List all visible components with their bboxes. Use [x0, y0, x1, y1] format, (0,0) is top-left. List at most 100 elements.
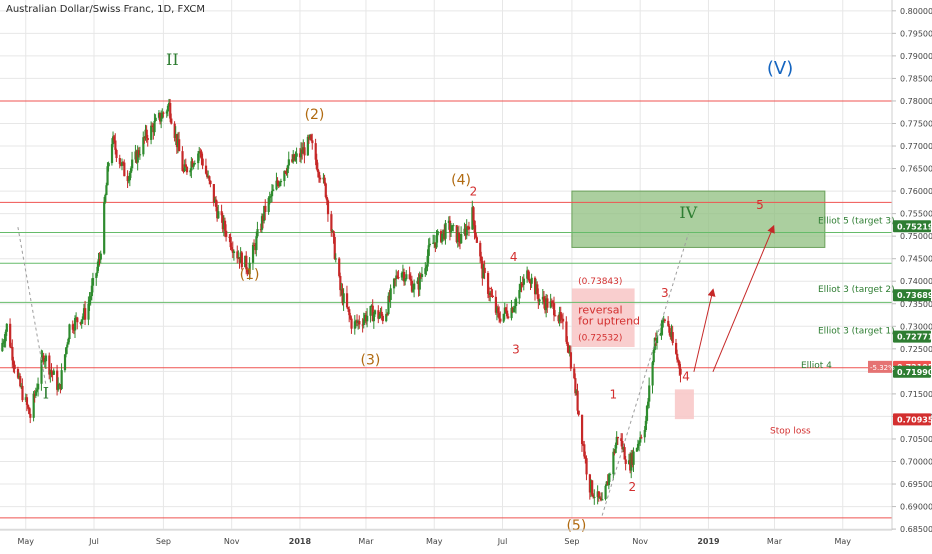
candle-body: [276, 180, 279, 184]
price-axis: 0.80000 0.79500 0.79000 0.78500 0.78000 0.775…: [891, 0, 932, 534]
candle-body: [303, 147, 306, 156]
candle-body: [358, 321, 361, 325]
candle-body: [263, 205, 266, 221]
price-tick-label: 0.76000: [900, 187, 932, 196]
candle-body: [231, 249, 234, 253]
candle-body: [605, 481, 608, 486]
candle-body: [389, 288, 392, 300]
candle-body: [230, 247, 233, 250]
candle-body: [330, 214, 333, 232]
candle-body: [71, 324, 74, 330]
candle-body: [183, 164, 186, 172]
candle-body: [671, 332, 674, 343]
candle-body: [76, 317, 79, 323]
price-tag-text: 0.75219: [897, 222, 932, 231]
candle-body: [292, 154, 295, 162]
candle-body: [123, 162, 126, 177]
candle-body: [272, 189, 275, 191]
candle-body: [350, 318, 353, 329]
candle-body: [416, 280, 419, 284]
candle-body: [162, 112, 165, 114]
candle-body: [63, 354, 67, 371]
candle-body: [566, 341, 569, 346]
price-tick-label: 0.73500: [900, 300, 932, 309]
change-badge: -5.32%: [868, 360, 895, 373]
candle-body: [663, 319, 667, 321]
candle-body: [223, 220, 227, 231]
candle-body: [568, 352, 571, 354]
candle-body: [99, 253, 102, 260]
candle-body: [629, 460, 632, 471]
candle-body: [340, 289, 343, 291]
candle-body: [361, 324, 364, 326]
price-tick-label: 0.79000: [900, 52, 932, 61]
candle-body: [115, 149, 118, 159]
price-tick-label: 0.79500: [900, 29, 932, 38]
candle-body: [647, 401, 650, 406]
candle-body: [648, 385, 651, 402]
candle-body: [526, 270, 529, 279]
candle-body: [561, 318, 565, 322]
candle-body: [400, 273, 403, 278]
candle-body: [544, 302, 547, 311]
candle-body: [580, 414, 584, 445]
price-tag-text: 0.73689: [897, 291, 932, 300]
candle-body: [486, 273, 490, 294]
candle-body: [341, 289, 344, 304]
candle-body: [201, 158, 204, 166]
candle-body: [150, 125, 153, 140]
candle-body: [166, 105, 170, 112]
candle-body: [394, 278, 397, 280]
candle-body: [502, 313, 505, 322]
candle-body: [479, 242, 482, 257]
candle-body: [546, 298, 549, 308]
candle-body: [221, 215, 224, 230]
candle-body: [439, 231, 443, 242]
candle-body: [42, 355, 45, 362]
candle-body: [615, 436, 618, 445]
candle-body: [409, 278, 412, 281]
candle-body: [405, 274, 408, 280]
candle-body: [20, 385, 23, 387]
candle-body: [229, 236, 232, 248]
candle-body: [339, 275, 342, 291]
candle-body: [110, 144, 114, 164]
candle-body: [395, 275, 398, 280]
candle-body: [197, 153, 200, 164]
candle-body: [357, 321, 360, 323]
candle-body: [34, 391, 38, 396]
candle-body: [460, 234, 463, 244]
candle-body: [591, 480, 594, 495]
candle-body: [324, 183, 327, 198]
candle-body: [175, 133, 179, 148]
candle-body: [237, 257, 240, 259]
candle-body: [465, 226, 468, 236]
candle-body: [316, 169, 320, 173]
candle-body: [89, 296, 92, 300]
candle-body: [97, 259, 100, 267]
candle-body: [159, 112, 162, 122]
candle-body: [286, 165, 289, 174]
candle-body: [129, 168, 133, 173]
candle-body: [677, 359, 680, 362]
projection-arrow: [693, 288, 716, 372]
candle-body: [283, 171, 286, 181]
candle-body: [209, 180, 212, 185]
wave-label: 5: [756, 198, 764, 212]
candle-body: [326, 200, 330, 215]
candle-body: [370, 305, 373, 307]
candle-body: [178, 139, 181, 152]
candle-body: [403, 271, 406, 282]
candle-body: [174, 133, 177, 138]
candle-body: [554, 315, 557, 317]
candle-body: [660, 327, 663, 335]
candle-body: [371, 305, 374, 322]
candle-body: [118, 158, 121, 165]
price-tick-label: 0.70500: [900, 435, 932, 444]
price-tag-text: 0.72771: [897, 333, 932, 342]
candle-body: [244, 255, 247, 268]
candle-body: [447, 220, 450, 223]
candle-body: [620, 438, 623, 441]
candle-body: [597, 491, 600, 498]
